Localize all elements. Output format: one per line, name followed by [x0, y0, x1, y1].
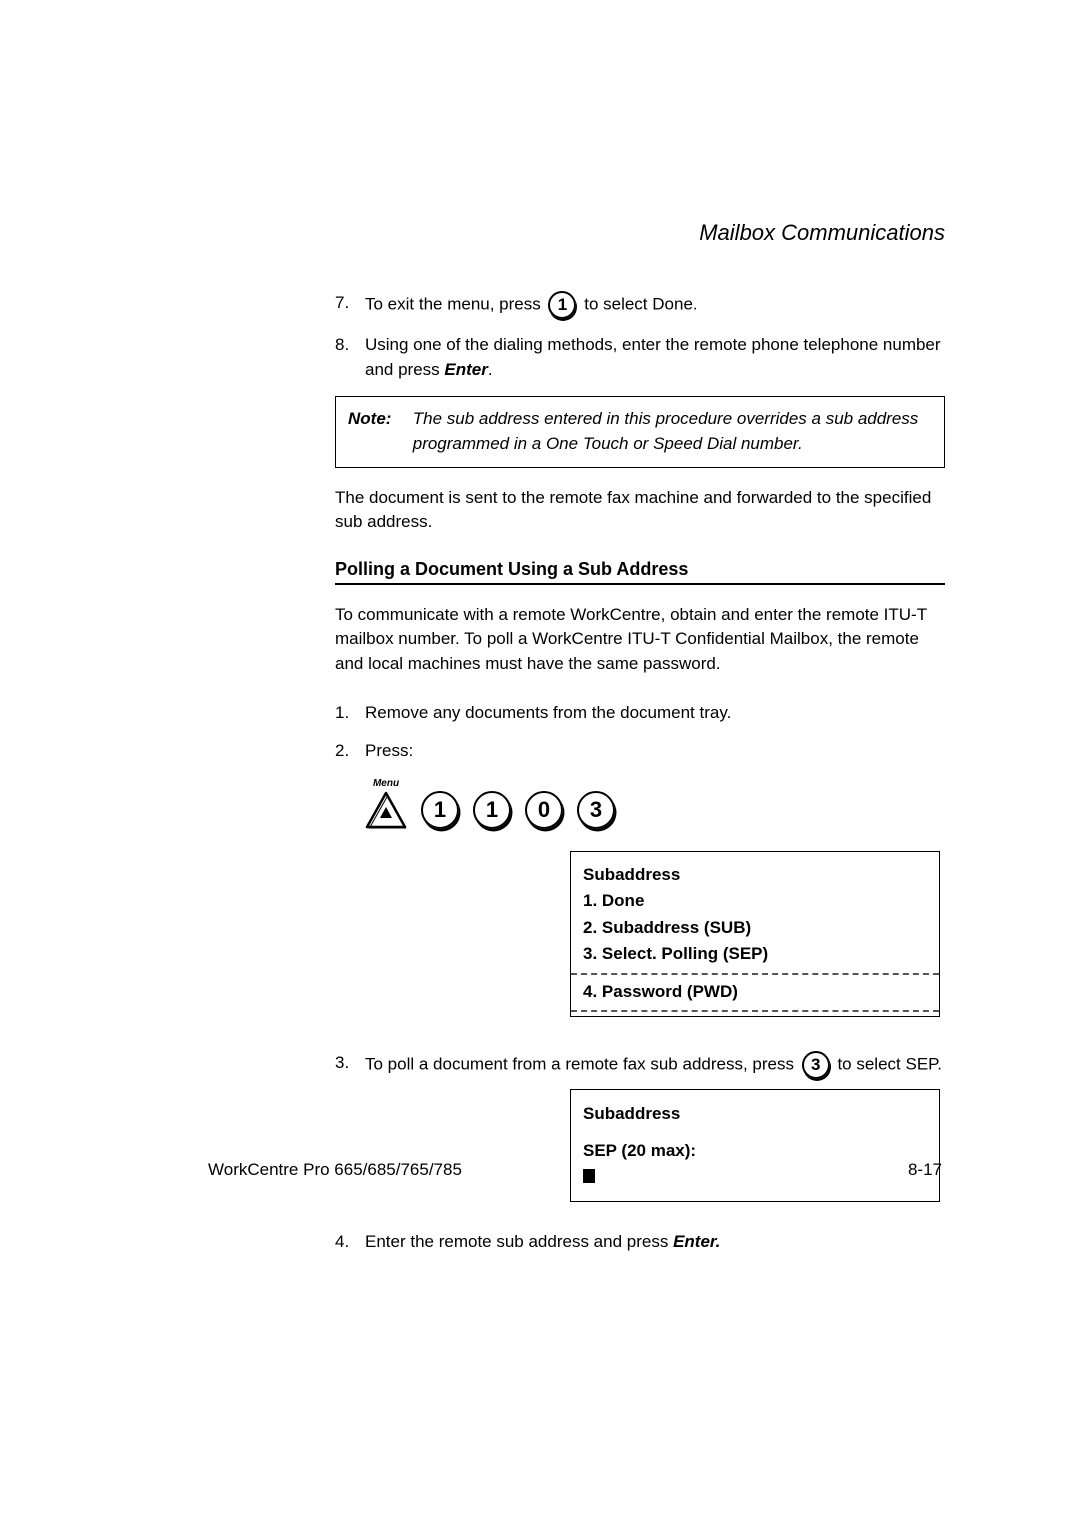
step-b1: 1. Remove any documents from the documen… [335, 701, 945, 726]
display-line: 1. Done [583, 888, 927, 914]
subheading-rule [335, 583, 945, 585]
menu-label: Menu [365, 778, 407, 789]
key-1-icon: 1 [421, 791, 459, 829]
display-subaddress-menu: Subaddress 1. Done 2. Subaddress (SUB) 3… [570, 851, 940, 1017]
step-body: Press: [365, 739, 945, 764]
section-title: Mailbox Communications [335, 220, 945, 246]
step-number: 2. [335, 739, 365, 764]
period: . [488, 360, 493, 379]
enter-keyword: Enter. [673, 1232, 720, 1251]
step-b2: 2. Press: [335, 739, 945, 764]
note-box: Note: The sub address entered in this pr… [335, 396, 945, 467]
key-1-icon: 1 [473, 791, 511, 829]
display-sep-entry: Subaddress SEP (20 max): [570, 1089, 940, 1203]
after-note-paragraph: The document is sent to the remote fax m… [335, 486, 945, 535]
footer-left: WorkCentre Pro 665/685/765/785 [208, 1160, 462, 1180]
step-body: To exit the menu, press 1 to select Done… [365, 291, 945, 319]
step-b4: 4. Enter the remote sub address and pres… [335, 1230, 945, 1255]
step-number: 8. [335, 333, 365, 382]
step-text-post: to select Done. [584, 294, 697, 313]
step-text-post: to select SEP. [837, 1054, 942, 1073]
step-number: 4. [335, 1230, 365, 1255]
display-line: 2. Subaddress (SUB) [583, 915, 927, 941]
key-3-icon: 3 [802, 1051, 830, 1079]
step-text: Enter the remote sub address and press [365, 1232, 673, 1251]
display-line-text: 4. Password (PWD) [583, 982, 738, 1001]
note-text: The sub address entered in this procedur… [413, 407, 927, 456]
step-number: 7. [335, 291, 365, 319]
step-number: 3. [335, 1051, 365, 1079]
key-0-icon: 0 [525, 791, 563, 829]
step-body: To poll a document from a remote fax sub… [365, 1051, 945, 1079]
page-footer: WorkCentre Pro 665/685/765/785 8-17 [208, 1160, 942, 1180]
subheading: Polling a Document Using a Sub Address [335, 559, 945, 580]
step-body: Enter the remote sub address and press E… [365, 1230, 945, 1255]
step-8: 8. Using one of the dialing methods, ent… [335, 333, 945, 382]
intro-paragraph: To communicate with a remote WorkCentre,… [335, 603, 945, 677]
step-text-pre: To poll a document from a remote fax sub… [365, 1054, 799, 1073]
button-sequence: Menu 1 1 0 3 [365, 778, 945, 829]
note-label: Note: [348, 407, 408, 432]
display-overflow-line: 4. Password (PWD) [571, 973, 939, 1005]
step-7: 7. To exit the menu, press 1 to select D… [335, 291, 945, 319]
step-body: Using one of the dialing methods, enter … [365, 333, 945, 382]
step-text-pre: To exit the menu, press [365, 294, 545, 313]
key-3-icon: 3 [577, 791, 615, 829]
spacer [583, 1127, 927, 1137]
step-number: 1. [335, 701, 365, 726]
dashed-rule [571, 1010, 939, 1012]
display-line: 3. Select. Polling (SEP) [583, 941, 927, 967]
footer-right: 8-17 [908, 1160, 942, 1180]
step-b3: 3. To poll a document from a remote fax … [335, 1051, 945, 1079]
menu-triangle-icon [365, 791, 407, 829]
menu-button-wrap: Menu [365, 778, 407, 829]
enter-keyword: Enter [444, 360, 487, 379]
display-title: Subaddress [583, 862, 927, 888]
page-content: Mailbox Communications 7. To exit the me… [335, 220, 945, 1269]
display-title: Subaddress [583, 1100, 927, 1127]
step-body: Remove any documents from the document t… [365, 701, 945, 726]
key-1-icon: 1 [548, 291, 576, 319]
